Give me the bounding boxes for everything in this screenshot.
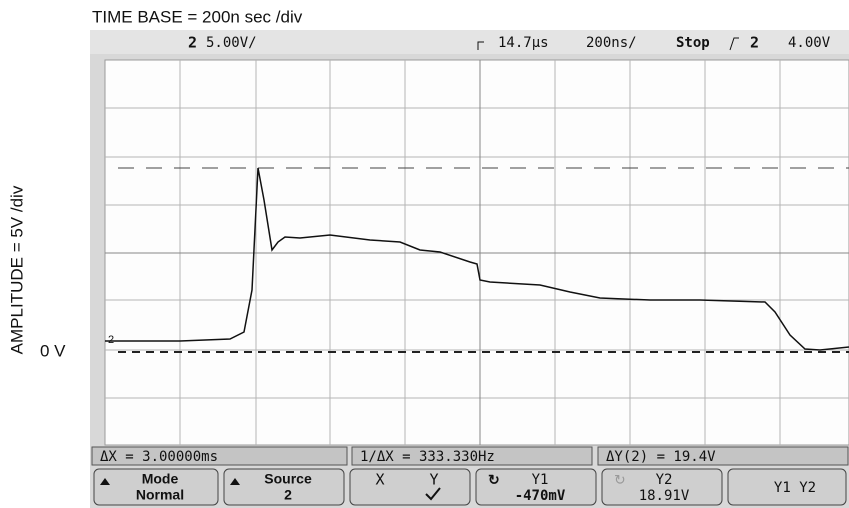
softkey[interactable] xyxy=(601,468,723,506)
knob-icon: ↻ xyxy=(614,472,626,488)
measurement-box xyxy=(351,446,593,466)
channel: 2 xyxy=(188,34,197,52)
grid xyxy=(105,60,849,445)
timebase-title: TIME BASE = 200n sec /div xyxy=(92,7,303,26)
softkey-label: Y2 xyxy=(656,472,673,488)
softkey-label: Y1 Y2 xyxy=(774,480,816,496)
measurement: ΔX = 3.00000ms xyxy=(100,449,218,465)
trigger-level: 4.00V xyxy=(788,35,831,51)
softkey-label: Mode xyxy=(142,471,179,487)
softkey-label: Source xyxy=(264,471,312,487)
zero-label: 0 V xyxy=(40,341,66,360)
measurement-box xyxy=(597,446,849,466)
waveform xyxy=(105,167,849,351)
softkey-value: 18.91V xyxy=(639,488,690,504)
softkey-value: Normal xyxy=(136,487,184,503)
delay-icon xyxy=(477,41,484,50)
trigger-channel: 2 xyxy=(750,34,759,52)
softkey[interactable] xyxy=(223,468,345,506)
softkey-value: -470mV xyxy=(515,488,566,504)
softkey[interactable] xyxy=(475,468,597,506)
softkey-label: Y1 xyxy=(532,472,549,488)
softkey[interactable] xyxy=(349,468,471,506)
softkey-value: Y xyxy=(429,471,438,489)
softkey[interactable] xyxy=(727,468,847,506)
measurement-box xyxy=(91,446,348,466)
status-bar xyxy=(90,30,849,54)
softkeys: Mode Normal Source 2 X Y ↻ Y1 -470mV ↻ Y… xyxy=(93,468,847,506)
check-mark xyxy=(425,487,441,501)
amplitude-label: AMPLITUDE = 5V /div xyxy=(7,185,26,354)
run-state: Stop xyxy=(676,35,710,51)
measurement: 1/ΔX = 333.330Hz xyxy=(360,449,495,465)
measurement: ΔY(2) = 19.4V xyxy=(606,449,716,465)
delay: 14.7µs xyxy=(498,35,549,51)
softkey-value: 2 xyxy=(284,487,292,503)
trigger-icon xyxy=(729,37,739,51)
scale: 5.00V/ xyxy=(206,35,257,51)
knob-icon: ↻ xyxy=(488,472,500,488)
softkey-label: X xyxy=(375,471,384,489)
softkey[interactable] xyxy=(93,468,219,506)
timebase: 200ns/ xyxy=(586,35,637,51)
ground-marker: 2 xyxy=(108,334,114,346)
